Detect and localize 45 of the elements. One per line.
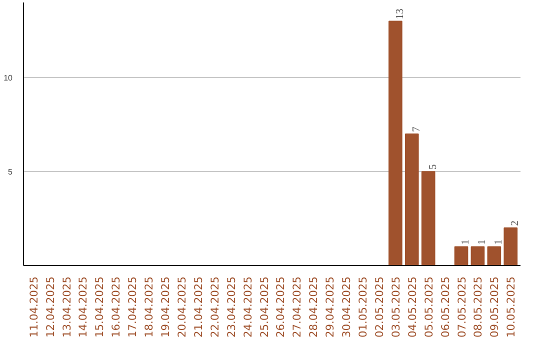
x-tick-label: 26.04.2025 xyxy=(274,276,288,338)
data-label: 1 xyxy=(477,239,488,245)
x-tick-label: 12.04.2025 xyxy=(44,276,57,338)
data-label: 5 xyxy=(428,164,439,170)
x-tick-label: 23.04.2025 xyxy=(224,276,238,338)
x-tick-label: 03.05.2025 xyxy=(389,276,402,338)
x-tick-label: 20.04.2025 xyxy=(175,276,188,338)
x-tick-label: 16.04.2025 xyxy=(110,276,123,338)
x-tick-label: 13.04.2025 xyxy=(60,276,74,338)
data-label: 7 xyxy=(411,126,422,132)
x-tick-label: 25.04.2025 xyxy=(258,276,271,338)
x-tick-label: 01.05.2025 xyxy=(356,276,370,338)
x-tick-label: 24.04.2025 xyxy=(241,276,254,338)
x-tick-label: 29.04.2025 xyxy=(324,276,337,338)
x-tick-label: 02.05.2025 xyxy=(372,276,386,338)
bar xyxy=(487,246,502,266)
x-tick-label: 11.04.2025 xyxy=(27,276,40,338)
x-tick-label: 07.05.2025 xyxy=(455,276,468,338)
x-tick-label: 14.04.2025 xyxy=(76,276,90,338)
y-tick-label: 10 xyxy=(4,74,14,83)
data-label: 1 xyxy=(460,239,472,245)
x-tick-label: 17.04.2025 xyxy=(126,276,140,338)
bar xyxy=(504,227,518,266)
x-tick-label: 08.05.2025 xyxy=(472,276,485,338)
x-tick-label: 06.05.2025 xyxy=(438,276,452,338)
x-tick-label: 18.04.2025 xyxy=(142,276,156,338)
x-tick-label: 10.05.2025 xyxy=(504,276,518,338)
bar xyxy=(388,20,402,266)
x-tick-label: 21.04.2025 xyxy=(192,276,205,338)
bar xyxy=(421,171,436,266)
bar xyxy=(454,246,468,266)
x-tick-label: 22.04.2025 xyxy=(208,276,222,338)
x-tick-label: 28.04.2025 xyxy=(307,276,320,338)
data-label: 13 xyxy=(394,8,406,20)
x-tick-label: 04.05.2025 xyxy=(406,276,419,338)
bar xyxy=(470,246,485,266)
bar xyxy=(404,134,419,266)
x-tick-label: 19.04.2025 xyxy=(159,276,172,338)
x-tick-label: 09.05.2025 xyxy=(488,276,502,338)
data-label: 1 xyxy=(494,239,505,245)
data-label: 2 xyxy=(510,220,522,226)
x-tick-label: 27.04.2025 xyxy=(290,276,304,338)
x-tick-label: 15.04.2025 xyxy=(93,276,106,338)
x-tick-label: 05.05.2025 xyxy=(422,276,436,338)
x-tick-label: 30.04.2025 xyxy=(340,276,354,338)
